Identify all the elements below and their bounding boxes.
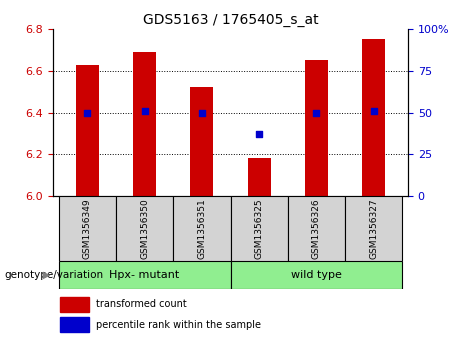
- Bar: [362, 40, 385, 196]
- Text: percentile rank within the sample: percentile rank within the sample: [95, 320, 260, 330]
- Point: [141, 108, 148, 114]
- Bar: [305, 60, 328, 196]
- Title: GDS5163 / 1765405_s_at: GDS5163 / 1765405_s_at: [143, 13, 318, 26]
- Text: GSM1356325: GSM1356325: [254, 198, 264, 259]
- Bar: [76, 65, 99, 196]
- Text: GSM1356326: GSM1356326: [312, 198, 321, 259]
- Bar: [60, 317, 89, 332]
- Point: [370, 108, 377, 114]
- Point: [313, 110, 320, 115]
- Bar: [288, 196, 345, 261]
- Text: wild type: wild type: [291, 270, 342, 280]
- Bar: [60, 297, 89, 312]
- Text: GSM1356327: GSM1356327: [369, 198, 378, 259]
- Bar: [59, 196, 116, 261]
- Point: [84, 110, 91, 115]
- Bar: [230, 261, 402, 289]
- Text: transformed count: transformed count: [95, 299, 186, 309]
- Text: GSM1356350: GSM1356350: [140, 198, 149, 259]
- Bar: [190, 87, 213, 196]
- Bar: [230, 196, 288, 261]
- Text: GSM1356351: GSM1356351: [197, 198, 207, 259]
- Bar: [173, 196, 230, 261]
- Text: genotype/variation: genotype/variation: [5, 270, 104, 280]
- Bar: [59, 261, 230, 289]
- Text: Hpx- mutant: Hpx- mutant: [110, 270, 180, 280]
- Bar: [345, 196, 402, 261]
- Point: [255, 131, 263, 137]
- Text: GSM1356349: GSM1356349: [83, 198, 92, 259]
- Bar: [248, 159, 271, 196]
- Bar: [116, 196, 173, 261]
- Point: [198, 110, 206, 115]
- Text: ▶: ▶: [43, 270, 51, 280]
- Bar: [133, 52, 156, 196]
